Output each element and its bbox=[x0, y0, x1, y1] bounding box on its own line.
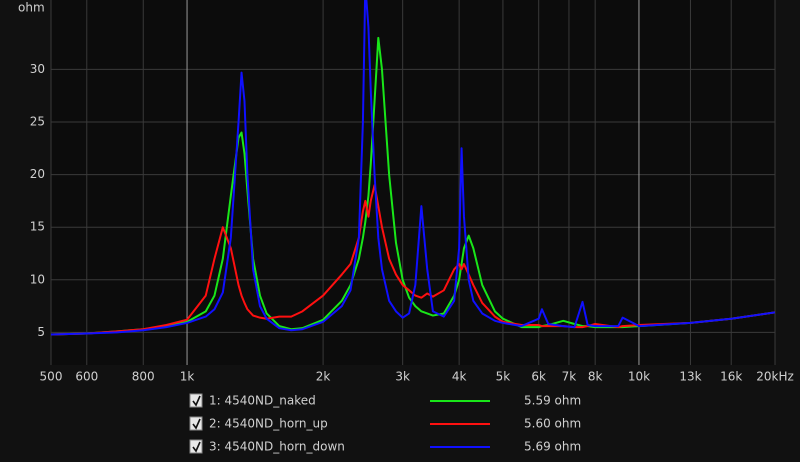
legend-value: 5.69 ohm bbox=[524, 440, 581, 454]
checkbox-check bbox=[192, 418, 201, 430]
x-tick-label: 10k bbox=[628, 370, 650, 384]
y-tick-label: 15 bbox=[30, 220, 45, 234]
x-tick-label: 16k bbox=[720, 370, 742, 384]
x-tick-label: 600 bbox=[75, 370, 98, 384]
series-line bbox=[51, 184, 775, 336]
legend-label: 3: 4540ND_horn_down bbox=[209, 440, 345, 454]
legend-checkbox[interactable] bbox=[189, 416, 203, 431]
x-tick-label: 500 bbox=[40, 370, 63, 384]
y-tick-label: 10 bbox=[30, 272, 45, 286]
y-axis-label: ohm bbox=[18, 1, 45, 15]
x-tick-label: 5k bbox=[496, 370, 511, 384]
x-tick-label: 3k bbox=[395, 370, 410, 384]
x-tick-label: 4k bbox=[452, 370, 467, 384]
legend-value: 5.59 ohm bbox=[524, 394, 581, 408]
x-tick-label: 20kHz bbox=[756, 370, 794, 384]
legend-value: 5.60 ohm bbox=[524, 417, 581, 431]
x-tick-label: 8k bbox=[588, 370, 603, 384]
legend-checkbox[interactable] bbox=[189, 393, 203, 408]
legend-label: 2: 4540ND_horn_up bbox=[209, 417, 328, 431]
y-tick-label: 25 bbox=[30, 115, 45, 129]
x-tick-label: 7k bbox=[562, 370, 577, 384]
legend-checkbox[interactable] bbox=[189, 439, 203, 454]
y-tick-label: 30 bbox=[30, 62, 45, 76]
x-tick-label: 2k bbox=[316, 370, 331, 384]
plot-area bbox=[51, 0, 775, 365]
series-line bbox=[51, 36, 775, 336]
legend-label: 1: 4540ND_naked bbox=[209, 394, 316, 408]
x-tick-label: 800 bbox=[132, 370, 155, 384]
plot-lines bbox=[51, 0, 775, 336]
series-line bbox=[51, 0, 775, 336]
y-tick-label: 20 bbox=[30, 167, 45, 181]
x-tick-label: 1k bbox=[180, 370, 195, 384]
x-tick-label: 13k bbox=[679, 370, 701, 384]
checkbox-check bbox=[192, 441, 201, 453]
y-tick-label: 5 bbox=[37, 325, 45, 339]
checkbox-check bbox=[192, 395, 201, 407]
x-tick-label: 6k bbox=[531, 370, 546, 384]
